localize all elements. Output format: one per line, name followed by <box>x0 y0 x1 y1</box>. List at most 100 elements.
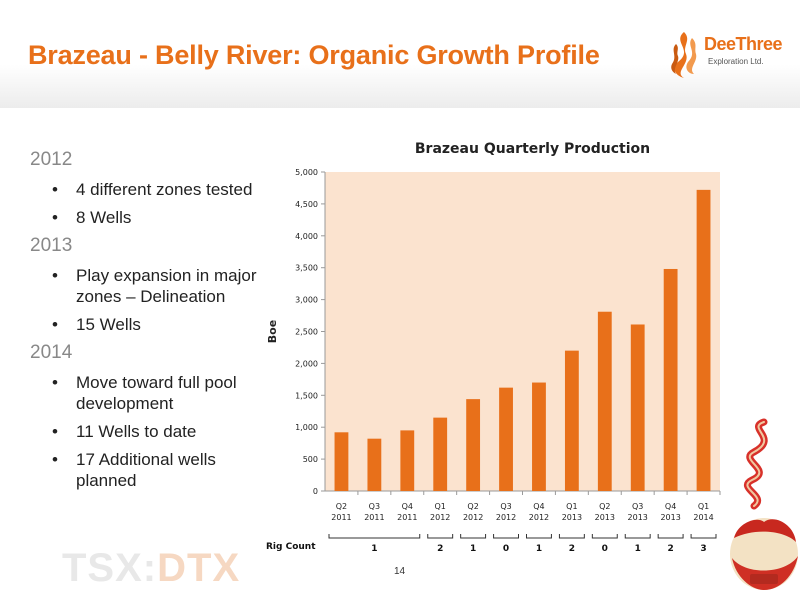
ticker-symbol: DTX <box>157 546 241 590</box>
y-tick-label: 3,500 <box>295 264 318 273</box>
rig-count-bracket <box>460 534 487 539</box>
x-tick-label-quarter: Q2 <box>599 502 610 511</box>
x-tick-label-year: 2013 <box>562 513 582 522</box>
bullet-item: • 4 different zones tested <box>30 179 280 200</box>
x-tick-label-year: 2011 <box>364 513 384 522</box>
bar-q4-2012 <box>532 382 546 491</box>
slide-title: Brazeau - Belly River: Organic Growth Pr… <box>28 40 600 70</box>
bullet-text: 4 different zones tested <box>76 180 253 199</box>
x-tick-label-quarter: Q3 <box>369 502 380 511</box>
x-tick-label-quarter: Q1 <box>435 502 446 511</box>
bullet-dot-icon: • <box>52 315 58 334</box>
x-tick-label-quarter: Q1 <box>566 502 577 511</box>
bar-q1-2014 <box>696 189 711 491</box>
bullet-text: Play expansion in major zones – Delineat… <box>76 266 257 306</box>
rig-count-bracket <box>558 534 585 539</box>
y-tick-label: 5,000 <box>295 168 318 177</box>
y-tick-label: 1,000 <box>295 423 318 432</box>
bullet-text: 8 Wells <box>76 208 132 227</box>
bullet-text: 17 Additional wells planned <box>76 450 216 490</box>
rig-count-value: 1 <box>371 544 377 554</box>
bullet-dot-icon: • <box>52 422 58 441</box>
year-heading: 2014 <box>30 342 73 363</box>
bar-q1-2013 <box>564 350 579 491</box>
x-tick-label-year: 2011 <box>331 513 351 522</box>
bar-q4-2013 <box>663 268 678 491</box>
x-tick-label-quarter: Q4 <box>533 502 544 511</box>
rig-count-value: 1 <box>536 544 542 554</box>
x-tick-label-year: 2012 <box>430 513 450 522</box>
bullet-list: 2012 • 4 different zones tested • 8 Wells … <box>30 146 280 497</box>
x-tick-label-year: 2013 <box>628 513 648 522</box>
x-tick-label-year: 2014 <box>693 513 713 522</box>
bullet-dot-icon: • <box>52 180 58 199</box>
bullet-text: 15 Wells <box>76 315 141 334</box>
bar-q3-2011 <box>367 438 382 491</box>
plot-area <box>325 172 720 491</box>
rig-count-value: 1 <box>635 544 641 554</box>
x-tick-label-quarter: Q4 <box>665 502 676 511</box>
bullet-dot-icon: • <box>52 266 58 285</box>
header-band <box>0 0 800 108</box>
rig-count-value: 3 <box>700 544 706 554</box>
company-logo: DeeThree Exploration Ltd. <box>664 26 794 82</box>
logo-name: DeeThree <box>704 34 783 54</box>
x-tick-label-quarter: Q2 <box>336 502 347 511</box>
x-tick-label-quarter: Q1 <box>698 502 709 511</box>
bullet-dot-icon: • <box>52 208 58 227</box>
y-tick-label: 500 <box>303 455 318 464</box>
bullet-item: • Move toward full pool development <box>30 372 280 414</box>
peeled-apple-image <box>730 418 798 590</box>
bullet-dot-icon: • <box>52 373 58 392</box>
y-tick-label: 4,500 <box>295 200 318 209</box>
bar-q1-2012 <box>433 417 448 491</box>
ticker-prefix: TSX: <box>62 546 158 590</box>
rig-count-value: 2 <box>569 544 575 554</box>
rig-count-value: 2 <box>437 544 443 554</box>
bullet-item: • 17 Additional wells planned <box>30 449 280 491</box>
ticker-watermark: TSX:DTX <box>62 546 240 591</box>
rig-count-value: 0 <box>602 544 608 554</box>
x-tick-label-year: 2013 <box>595 513 615 522</box>
rig-count-bracket <box>328 534 421 539</box>
bullet-item: • 15 Wells <box>30 314 280 335</box>
flame-icon <box>671 32 697 78</box>
bullet-item: • 11 Wells to date <box>30 421 280 442</box>
bullet-text: Move toward full pool development <box>76 373 237 413</box>
x-tick-label-quarter: Q4 <box>402 502 413 511</box>
page-number: 14 <box>394 566 406 577</box>
x-tick-label-quarter: Q3 <box>500 502 511 511</box>
year-heading: 2013 <box>30 235 73 256</box>
x-tick-label-year: 2012 <box>496 513 516 522</box>
year-heading: 2012 <box>30 149 73 170</box>
rig-count-value: 1 <box>470 544 476 554</box>
logo-subtitle: Exploration Ltd. <box>708 57 764 66</box>
bar-q4-2011 <box>400 430 415 491</box>
x-tick-label-year: 2012 <box>463 513 483 522</box>
bullet-text: 11 Wells to date <box>76 422 197 441</box>
bar-q2-2012 <box>466 399 481 491</box>
chart-title: Brazeau Quarterly Production <box>415 141 650 157</box>
bullet-item: • 8 Wells <box>30 207 280 228</box>
bullet-dot-icon: • <box>52 450 58 469</box>
x-tick-label-quarter: Q2 <box>467 502 478 511</box>
bar-q2-2011 <box>334 432 349 491</box>
x-tick-label-year: 2011 <box>397 513 417 522</box>
rig-count-value: 2 <box>667 544 673 554</box>
y-tick-label: 2,000 <box>295 359 318 368</box>
rig-count-bracket <box>690 534 717 539</box>
y-tick-label: 1,500 <box>295 391 318 400</box>
bar-q3-2013 <box>630 324 645 491</box>
rig-count-value: 0 <box>503 544 509 554</box>
rig-count-bracket <box>526 534 552 539</box>
bar-q3-2012 <box>499 387 513 491</box>
rig-count-bracket <box>427 534 454 539</box>
rig-count-bracket <box>493 534 519 539</box>
x-tick-label-quarter: Q3 <box>632 502 643 511</box>
x-tick-label-year: 2013 <box>660 513 680 522</box>
y-tick-label: 4,000 <box>295 232 318 241</box>
y-axis-title: Boe <box>266 320 279 343</box>
bar-q2-2013 <box>597 311 612 491</box>
x-tick-label-year: 2012 <box>529 513 549 522</box>
